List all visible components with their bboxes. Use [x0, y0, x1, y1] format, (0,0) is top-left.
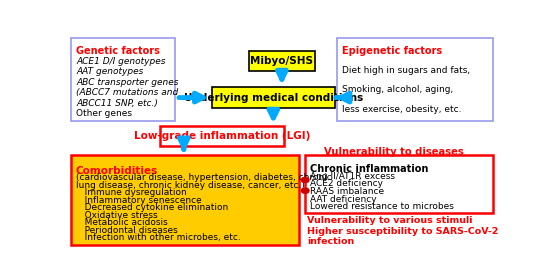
Text: (cardiovascular disease, hypertension, diabetes, chronic: (cardiovascular disease, hypertension, d… [76, 173, 332, 182]
Text: Other genes: Other genes [76, 109, 132, 118]
Text: AAT genotypes: AAT genotypes [76, 67, 144, 76]
Text: Smoking, alcohol, aging,: Smoking, alcohol, aging, [343, 85, 454, 94]
Text: Vulnerability to various stimuli
Higher susceptibility to SARS-CoV-2
infection: Vulnerability to various stimuli Higher … [307, 216, 499, 246]
Text: AAT deficiency: AAT deficiency [310, 195, 377, 203]
Text: less exercise, obesity, etc.: less exercise, obesity, etc. [343, 105, 462, 113]
Text: Mibyo/SHS: Mibyo/SHS [250, 56, 313, 66]
Text: Chronic inflammation: Chronic inflammation [310, 164, 429, 174]
Text: Ang II/AT1R excess: Ang II/AT1R excess [310, 172, 395, 181]
Text: Comorbidities: Comorbidities [76, 166, 158, 176]
Text: Diet high in sugars and fats,: Diet high in sugars and fats, [343, 66, 471, 75]
Text: ACE1 D/I genotypes: ACE1 D/I genotypes [76, 57, 166, 66]
FancyBboxPatch shape [71, 38, 175, 121]
Text: Immune dysregulation: Immune dysregulation [76, 188, 187, 197]
FancyBboxPatch shape [71, 155, 299, 245]
Text: Inflammatory senescence: Inflammatory senescence [76, 196, 202, 205]
Text: Underlying medical conditions: Underlying medical conditions [184, 93, 363, 103]
FancyBboxPatch shape [305, 155, 493, 213]
Text: lung disease, chronic kidney disease, cancer, etc.): lung disease, chronic kidney disease, ca… [76, 181, 305, 190]
Text: Vulnerability to diseases: Vulnerability to diseases [324, 147, 464, 157]
Text: Infection with other microbes, etc.: Infection with other microbes, etc. [76, 233, 241, 242]
FancyBboxPatch shape [337, 38, 493, 121]
Text: Periodontal diseases: Periodontal diseases [76, 226, 178, 235]
Text: Metabolic acidosis: Metabolic acidosis [76, 218, 168, 227]
Text: Decreased cytokine elimination: Decreased cytokine elimination [76, 203, 228, 212]
Text: ABC transporter genes: ABC transporter genes [76, 78, 179, 87]
Text: RAAS imbalance: RAAS imbalance [310, 187, 384, 196]
Text: Low-grade inflammation (LGI): Low-grade inflammation (LGI) [134, 131, 310, 141]
Text: Oxidative stress: Oxidative stress [76, 211, 158, 220]
Text: Lowered resistance to microbes: Lowered resistance to microbes [310, 202, 454, 211]
Text: ABCC11 SNP, etc.): ABCC11 SNP, etc.) [76, 99, 158, 108]
Text: ACE2 deficiency: ACE2 deficiency [310, 180, 383, 188]
Text: (ABCC7 mutations and: (ABCC7 mutations and [76, 88, 178, 97]
FancyBboxPatch shape [161, 126, 284, 146]
FancyBboxPatch shape [249, 51, 315, 71]
Text: Genetic factors: Genetic factors [76, 46, 160, 56]
Text: Epigenetic factors: Epigenetic factors [343, 46, 443, 56]
FancyBboxPatch shape [212, 87, 335, 108]
